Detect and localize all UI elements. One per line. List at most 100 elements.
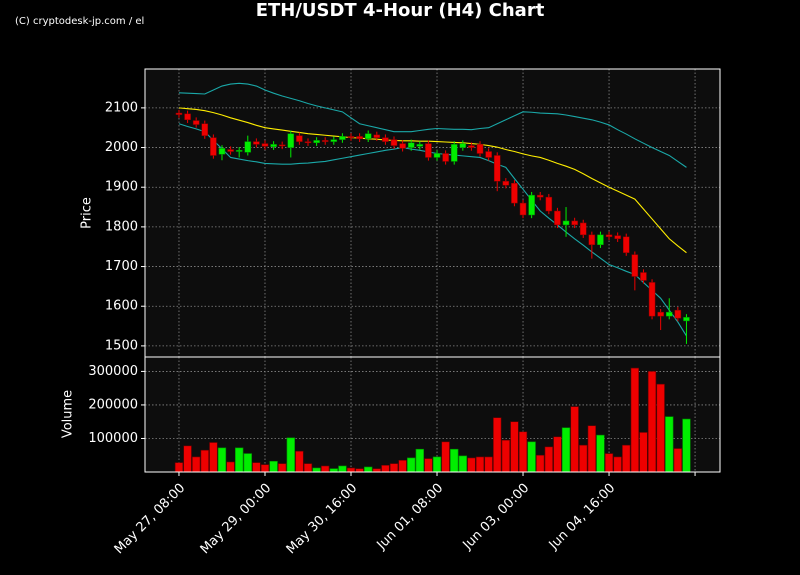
candle-body: [270, 144, 277, 148]
volume-bar: [183, 445, 192, 473]
candle-body: [605, 234, 613, 238]
candle-body: [450, 144, 458, 162]
candle-body: [485, 151, 492, 158]
candle-body: [373, 134, 381, 138]
y-tick-label: 2000: [105, 140, 138, 155]
volume-bar: [475, 456, 485, 473]
y-tick-label: 100000: [88, 431, 138, 446]
watermark: (C) cryptodesk-jp.com / el: [15, 16, 144, 27]
volume-bar: [441, 441, 450, 473]
indicator-line: [178, 82, 687, 168]
candle-body: [382, 137, 389, 142]
candle-body: [425, 143, 432, 158]
volume-bar: [364, 466, 373, 473]
volume-bar: [604, 453, 614, 473]
candle-body: [347, 136, 355, 138]
y-tick-label: 1500: [105, 338, 138, 353]
volume-bar: [226, 461, 235, 473]
y-tick-label: 300000: [88, 364, 138, 379]
volume-bar: [192, 456, 201, 473]
volume-bar: [647, 371, 657, 473]
candle-body: [640, 272, 647, 281]
volume-bar: [579, 444, 588, 473]
candle-body: [278, 144, 286, 147]
candle-body: [244, 141, 252, 153]
candle-body: [296, 135, 303, 142]
volume-bar: [622, 444, 631, 473]
candle-body: [502, 181, 510, 186]
volume-bar: [209, 442, 218, 473]
volume-bar: [415, 448, 424, 473]
volume-bar: [286, 437, 295, 473]
volume-bar: [510, 421, 519, 473]
indicator-line: [178, 123, 687, 337]
candle-body: [330, 139, 338, 142]
volume-bar: [553, 436, 562, 473]
candle-body: [416, 144, 424, 147]
candle-body: [459, 143, 467, 148]
candle-body: [218, 148, 226, 155]
candle-body: [674, 309, 682, 319]
volume-bar: [329, 468, 338, 473]
candle-body: [192, 120, 200, 125]
candle-body: [468, 145, 475, 148]
volume-bar: [381, 464, 390, 473]
candle-body: [407, 142, 415, 148]
volume-bar: [467, 457, 476, 473]
volume-bar: [561, 427, 571, 473]
candle-body: [622, 236, 630, 253]
candle-body: [261, 143, 269, 147]
volume-bar: [544, 446, 554, 473]
volume-bar: [682, 418, 691, 473]
volume-bar: [252, 462, 261, 473]
volume-bar: [484, 456, 493, 473]
candle-body: [588, 234, 596, 245]
volume-bar: [269, 460, 278, 473]
candle-body: [339, 136, 346, 140]
volume-bar: [355, 468, 364, 473]
volume-bar: [200, 449, 209, 473]
volume-frame: [144, 356, 721, 473]
candle-body: [648, 282, 656, 317]
candle-body: [356, 136, 363, 140]
candle-body: [665, 311, 673, 317]
volume-bar: [432, 456, 442, 473]
candle-body: [433, 153, 441, 158]
volume-bar: [260, 464, 270, 473]
candle-body: [545, 196, 553, 212]
candle-body: [519, 202, 527, 216]
candle-body: [390, 139, 398, 146]
volume-bar: [398, 459, 407, 473]
y-tick-label: 1600: [105, 299, 138, 314]
volume-bar: [217, 447, 227, 473]
volume-bar: [243, 453, 252, 473]
volume-bar: [312, 467, 321, 473]
candle-body: [201, 123, 209, 136]
candle-body: [657, 311, 664, 317]
candle-body: [683, 317, 690, 322]
candle-body: [511, 182, 518, 204]
volume-bar: [639, 432, 648, 473]
candle-body: [442, 153, 449, 162]
candle-body: [554, 210, 561, 226]
candle-body: [614, 235, 621, 240]
candle-body: [631, 254, 639, 277]
candle-body: [597, 234, 604, 245]
y-tick-label: 200000: [88, 397, 138, 412]
volume-bar: [278, 463, 287, 473]
candle-body: [304, 141, 312, 144]
y-axis-label: Volume: [61, 390, 76, 438]
candle-body: [399, 143, 406, 149]
candle-body: [528, 194, 535, 216]
chart-title: ETH/USDT 4-Hour (H4) Chart: [256, 0, 545, 21]
y-axis-label: Price: [80, 197, 95, 229]
volume-bar: [407, 457, 416, 473]
y-tick-label: 1900: [105, 180, 138, 195]
volume-bar: [570, 406, 579, 473]
candle-body: [210, 137, 217, 156]
candle-body: [253, 141, 260, 145]
volume-bar: [673, 448, 683, 473]
candle-body: [321, 140, 329, 142]
volume-bar: [389, 463, 399, 473]
